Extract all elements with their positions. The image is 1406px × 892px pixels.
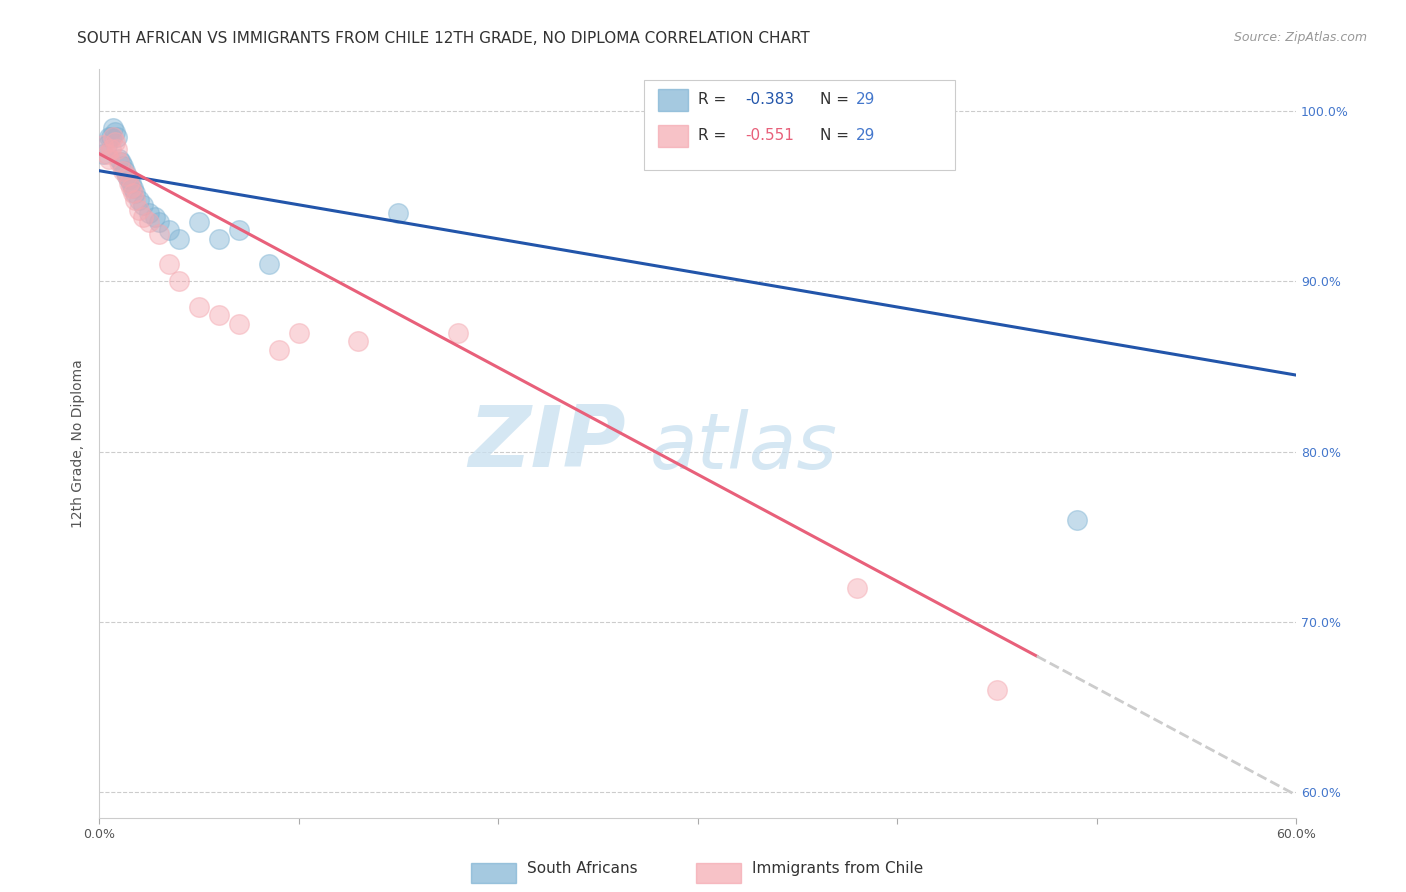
Point xyxy=(128,193,150,207)
Point xyxy=(157,257,180,271)
Point xyxy=(122,180,145,194)
Point xyxy=(228,317,250,331)
Point xyxy=(115,169,138,183)
Point xyxy=(91,138,114,153)
Point xyxy=(132,210,155,224)
Point xyxy=(124,186,146,200)
Point xyxy=(124,193,146,207)
Point xyxy=(112,163,135,178)
Point xyxy=(347,334,370,348)
Point xyxy=(114,163,136,178)
Text: R =: R = xyxy=(697,128,731,144)
Point xyxy=(167,274,190,288)
Point xyxy=(98,129,121,144)
Point xyxy=(120,180,142,194)
Point xyxy=(100,142,122,156)
Point xyxy=(986,683,1008,698)
Point xyxy=(98,152,121,166)
Point xyxy=(257,257,280,271)
FancyBboxPatch shape xyxy=(658,88,688,112)
Point xyxy=(110,155,132,169)
Point xyxy=(846,581,869,595)
Text: atlas: atlas xyxy=(650,409,838,485)
Point xyxy=(108,152,131,166)
Point xyxy=(267,343,290,357)
Point xyxy=(287,326,309,340)
Text: 29: 29 xyxy=(856,93,875,108)
Text: N =: N = xyxy=(820,128,853,144)
Point xyxy=(120,176,142,190)
Point xyxy=(157,223,180,237)
Point xyxy=(167,232,190,246)
Point xyxy=(104,135,127,149)
FancyBboxPatch shape xyxy=(644,79,955,169)
Point xyxy=(1066,513,1088,527)
Point xyxy=(105,129,128,144)
Point xyxy=(105,142,128,156)
Point xyxy=(96,138,118,153)
Point xyxy=(108,155,131,169)
Point xyxy=(447,326,470,340)
Text: N =: N = xyxy=(820,93,853,108)
Y-axis label: 12th Grade, No Diploma: 12th Grade, No Diploma xyxy=(72,359,86,527)
Point xyxy=(138,206,160,220)
Point xyxy=(112,159,135,173)
Point xyxy=(118,176,141,190)
Point xyxy=(228,223,250,237)
Point xyxy=(187,215,209,229)
Text: -0.383: -0.383 xyxy=(745,93,794,108)
FancyBboxPatch shape xyxy=(658,125,688,147)
Point xyxy=(143,210,166,224)
Point xyxy=(208,232,231,246)
Point xyxy=(148,215,170,229)
Point xyxy=(115,169,138,183)
Point xyxy=(187,300,209,314)
Text: South Africans: South Africans xyxy=(527,861,638,876)
Text: SOUTH AFRICAN VS IMMIGRANTS FROM CHILE 12TH GRADE, NO DIPLOMA CORRELATION CHART: SOUTH AFRICAN VS IMMIGRANTS FROM CHILE 1… xyxy=(77,31,810,46)
Text: R =: R = xyxy=(697,93,731,108)
Point xyxy=(132,198,155,212)
Text: ZIP: ZIP xyxy=(468,401,626,484)
Point xyxy=(208,309,231,323)
Point xyxy=(128,202,150,217)
Point xyxy=(148,227,170,241)
Text: 29: 29 xyxy=(856,128,875,144)
Point xyxy=(96,146,118,161)
Point xyxy=(91,146,114,161)
Point xyxy=(101,121,124,136)
Text: -0.551: -0.551 xyxy=(745,128,794,144)
Point xyxy=(100,129,122,144)
Point xyxy=(101,129,124,144)
Text: Source: ZipAtlas.com: Source: ZipAtlas.com xyxy=(1233,31,1367,45)
Point xyxy=(104,124,127,138)
Point xyxy=(122,186,145,200)
Point xyxy=(118,172,141,186)
Point xyxy=(387,206,409,220)
Point xyxy=(138,215,160,229)
Text: Immigrants from Chile: Immigrants from Chile xyxy=(752,861,924,876)
